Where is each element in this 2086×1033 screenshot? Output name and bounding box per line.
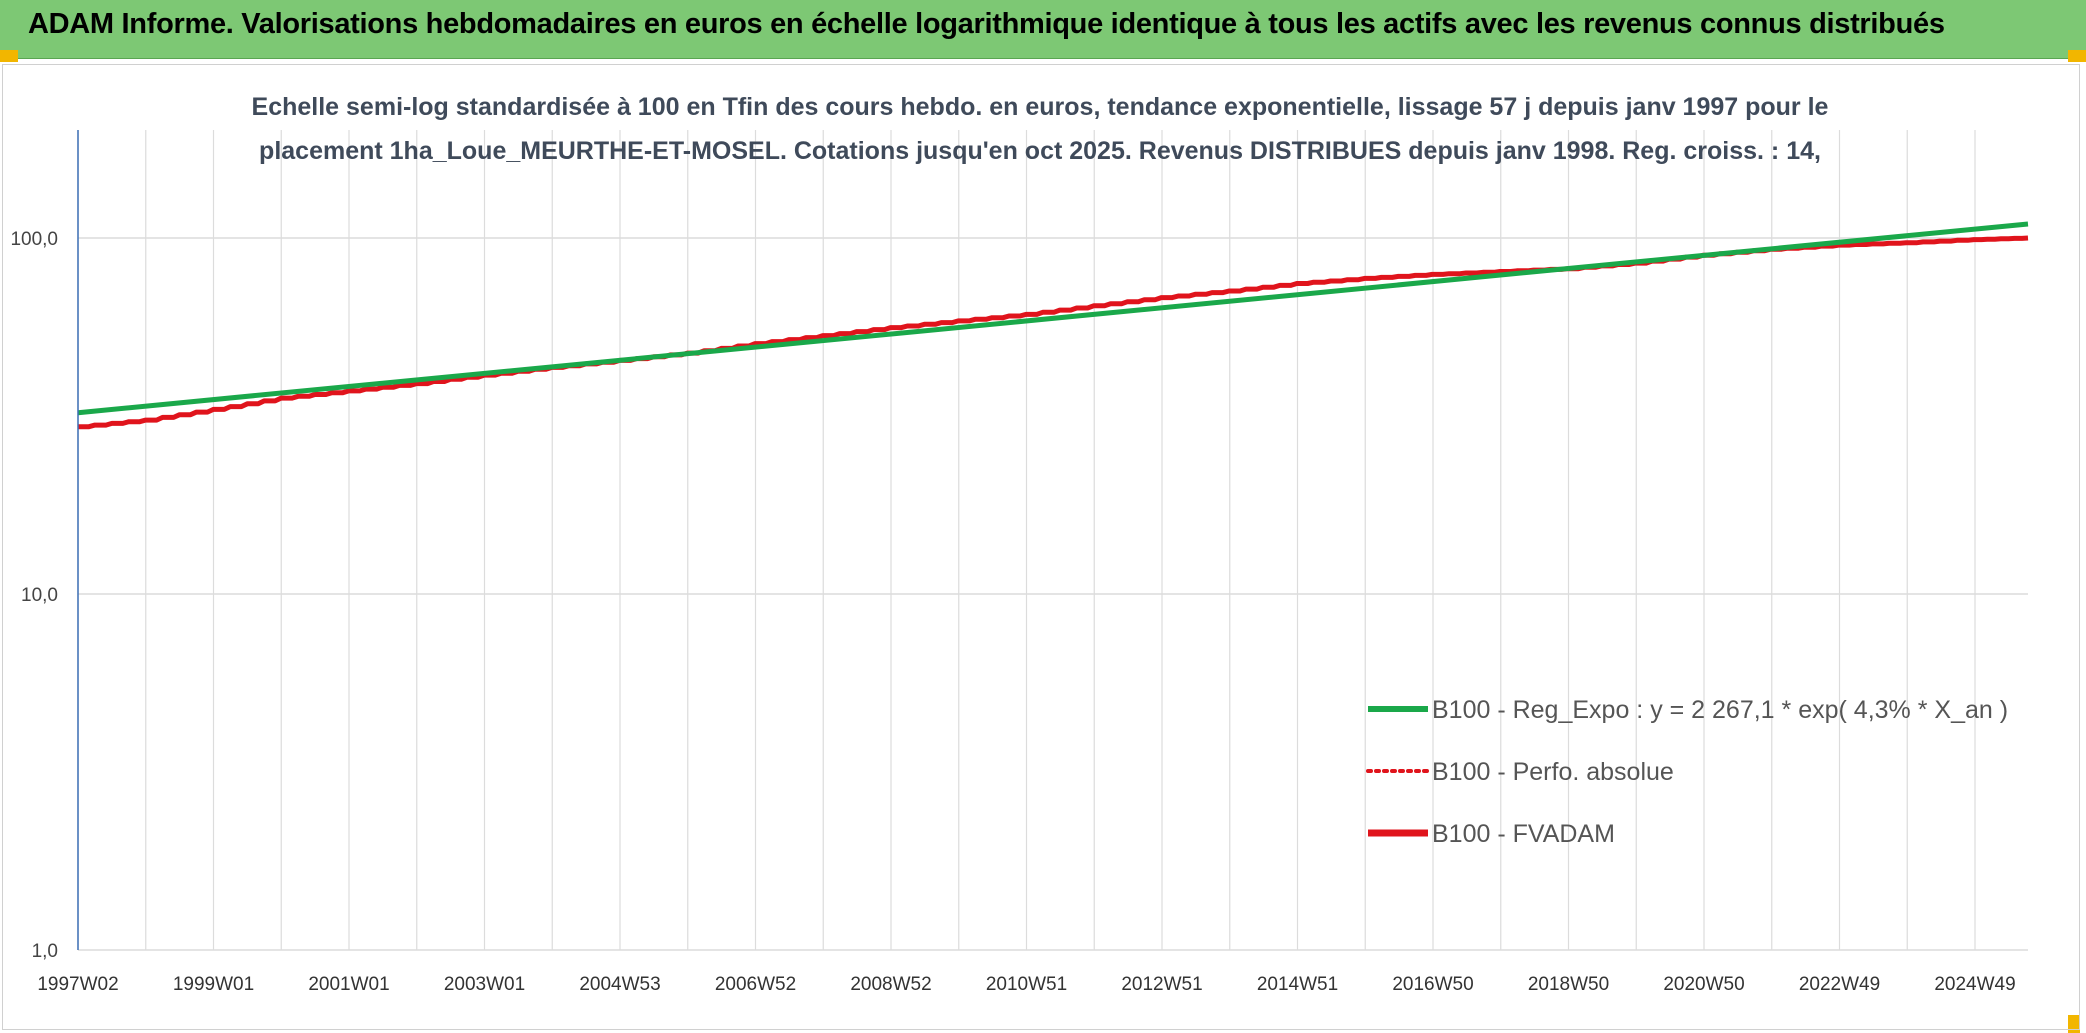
x-tick-label-12: 2020W50 [1663,974,1744,995]
x-tick-label-6: 2008W52 [850,974,931,995]
x-tick-label-14: 2024W49 [1934,974,2015,995]
page-title: ADAM Informe. Valorisations hebdomadaire… [28,8,1945,40]
y-tick-label-0: 1,0 [32,941,58,962]
x-tick-label-10: 2016W50 [1392,974,1473,995]
chart-frame [2,64,2080,1030]
series [77,221,2029,430]
x-tick-label-1: 1999W01 [173,974,254,995]
x-tick-label-13: 2022W49 [1799,974,1880,995]
series-line-perfo [78,236,2029,428]
legend-label-reg-expo: B100 - Reg_Expo : y = 2 267,1 * exp( 4,3… [1432,696,2008,724]
legend-label-perfo: B100 - Perfo. absolue [1432,758,1674,786]
x-tick-label-4: 2004W53 [579,974,660,995]
x-tick-label-9: 2014W51 [1257,974,1338,995]
y-tick-label-2: 100,0 [10,229,58,250]
x-tick-label-8: 2012W51 [1121,974,1202,995]
y-axis: 1,0 10,0 100,0 [10,229,58,962]
x-tick-label-0: 1997W02 [37,974,118,995]
chart-subtitle-line-1: Echelle semi-log standardisée à 100 en T… [252,93,1829,121]
x-axis: 1997W02 1999W01 2001W01 2003W01 2004W53 2006W… [37,974,2015,995]
series-line-fvadam [78,235,2029,430]
corner-marker-bottom-right [2068,1015,2080,1033]
chart-subtitle-line-2: placement 1ha_Loue_MEURTHE-ET-MOSEL. Cot… [259,137,1821,165]
corner-marker-right [2068,50,2086,62]
corner-marker-left [0,50,18,62]
x-tick-label-11: 2018W50 [1528,974,1609,995]
x-tick-label-3: 2003W01 [444,974,525,995]
header-banner: ADAM Informe. Valorisations hebdomadaire… [0,0,2086,59]
series-line-reg-expo [77,221,2029,416]
x-tick-label-2: 2001W01 [308,974,389,995]
legend-label-fvadam: B100 - FVADAM [1432,820,1615,848]
legend[interactable]: B100 - Reg_Expo : y = 2 267,1 * exp( 4,3… [1366,696,2008,848]
y-tick-label-1: 10,0 [21,585,58,606]
x-tick-label-5: 2006W52 [715,974,796,995]
x-tick-label-7: 2010W51 [986,974,1067,995]
